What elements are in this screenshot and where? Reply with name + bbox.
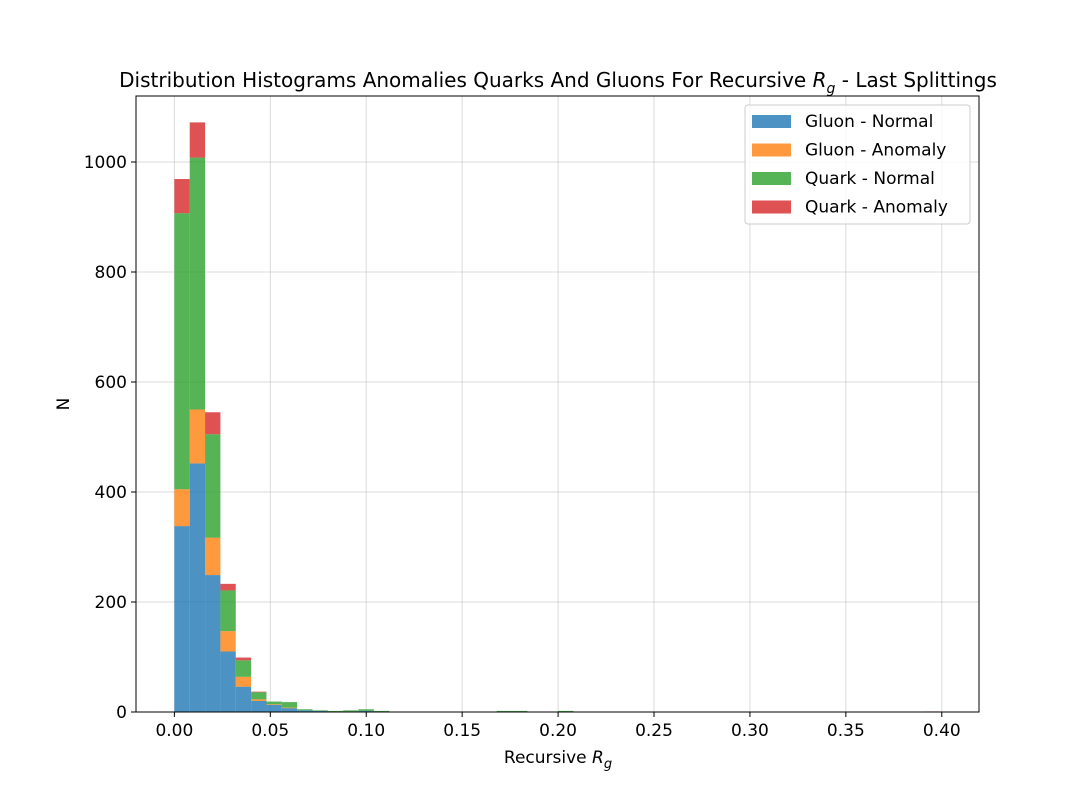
histogram-bar	[251, 691, 267, 693]
legend-swatch	[752, 115, 791, 128]
legend-swatch	[752, 143, 791, 157]
histogram-bar	[174, 489, 190, 527]
series-quark-anomaly	[174, 122, 942, 713]
histogram-bar	[205, 575, 221, 712]
histogram-bar	[312, 710, 328, 712]
histogram-bar	[174, 213, 190, 490]
histogram-bar	[266, 704, 282, 712]
y-axis-label: N	[54, 398, 74, 411]
histogram-bar	[266, 704, 282, 705]
histogram-bar	[174, 179, 190, 214]
histogram-bar	[189, 157, 206, 410]
x-tick-label: 0.20	[539, 721, 577, 741]
histogram-bar	[235, 657, 252, 661]
histogram-bar	[235, 660, 252, 677]
legend-label: Quark - Normal	[805, 169, 935, 189]
y-tick-label: 400	[95, 483, 127, 503]
histogram-bar	[266, 701, 282, 705]
histogram-bar	[343, 710, 359, 712]
x-tick-label: 0.10	[347, 721, 385, 741]
histogram-bar	[220, 583, 236, 591]
legend-swatch	[752, 172, 791, 185]
histogram-bar	[358, 710, 374, 712]
y-tick-label: 200	[95, 593, 127, 613]
plot-frame	[135, 95, 980, 713]
histogram-bar	[281, 702, 298, 708]
y-tick-label: 1000	[84, 153, 127, 173]
y-tick-label: 0	[116, 703, 127, 723]
histogram-bar	[220, 590, 236, 632]
y-tick-label: 800	[95, 263, 127, 283]
histogram-bar	[358, 709, 374, 711]
histogram-bar	[220, 631, 236, 652]
histogram-bar	[251, 699, 267, 701]
histogram-bar	[496, 710, 513, 712]
histogram-bar	[174, 526, 190, 712]
histogram-bar	[558, 710, 574, 712]
legend-swatch	[752, 200, 791, 214]
histogram-bar	[189, 409, 206, 464]
histogram-bar	[205, 537, 221, 576]
x-tick-label: 0.35	[827, 721, 865, 741]
legend-label: Quark - Anomaly	[805, 198, 948, 218]
histogram-bar	[281, 708, 298, 712]
histogram-bar	[235, 686, 252, 712]
x-tick-label: 0.40	[923, 721, 961, 741]
x-tick-label: 0.15	[443, 721, 481, 741]
histogram-bar	[512, 710, 528, 712]
x-tick-label: 0.25	[635, 721, 673, 741]
histogram-bar	[220, 651, 236, 712]
histogram-bar	[281, 707, 298, 709]
legend-box	[744, 104, 971, 225]
histogram-bar	[297, 710, 313, 712]
x-axis-label: Recursive Rg	[504, 748, 612, 772]
x-tick-label: 0.00	[155, 721, 193, 741]
histogram-bar	[235, 676, 252, 687]
legend-label: Gluon - Normal	[805, 112, 933, 132]
bars	[174, 122, 942, 713]
histogram-bar	[373, 710, 390, 712]
legend-label: Gluon - Anomaly	[805, 141, 946, 161]
chart-title: Distribution Histograms Anomalies Quarks…	[119, 68, 997, 97]
legend: Gluon - Normal Gluon - Anomaly Quark - Nor…	[744, 104, 971, 225]
series-gluon-anomaly	[174, 409, 298, 709]
grid-lines	[136, 96, 979, 713]
histogram-bar	[251, 701, 267, 712]
histogram-bar	[297, 709, 313, 711]
histogram-bar	[205, 412, 221, 435]
histogram-bar	[205, 434, 221, 538]
histogram-bar	[189, 122, 206, 158]
series-quark-normal	[174, 157, 574, 712]
histogram-bar	[327, 710, 344, 712]
histogram-bar	[251, 692, 267, 700]
histogram-bar	[189, 463, 206, 712]
y-tick-label: 600	[95, 373, 127, 393]
x-tick-label: 0.30	[731, 721, 769, 741]
axis-ticks: 0.00 0.05 0.10 0.15 0.20 0.25 0.30 0.35 0.40 0 200…	[84, 153, 961, 741]
series-gluon-normal	[174, 463, 574, 713]
histogram-bar	[312, 710, 328, 711]
x-tick-label: 0.05	[251, 721, 289, 741]
